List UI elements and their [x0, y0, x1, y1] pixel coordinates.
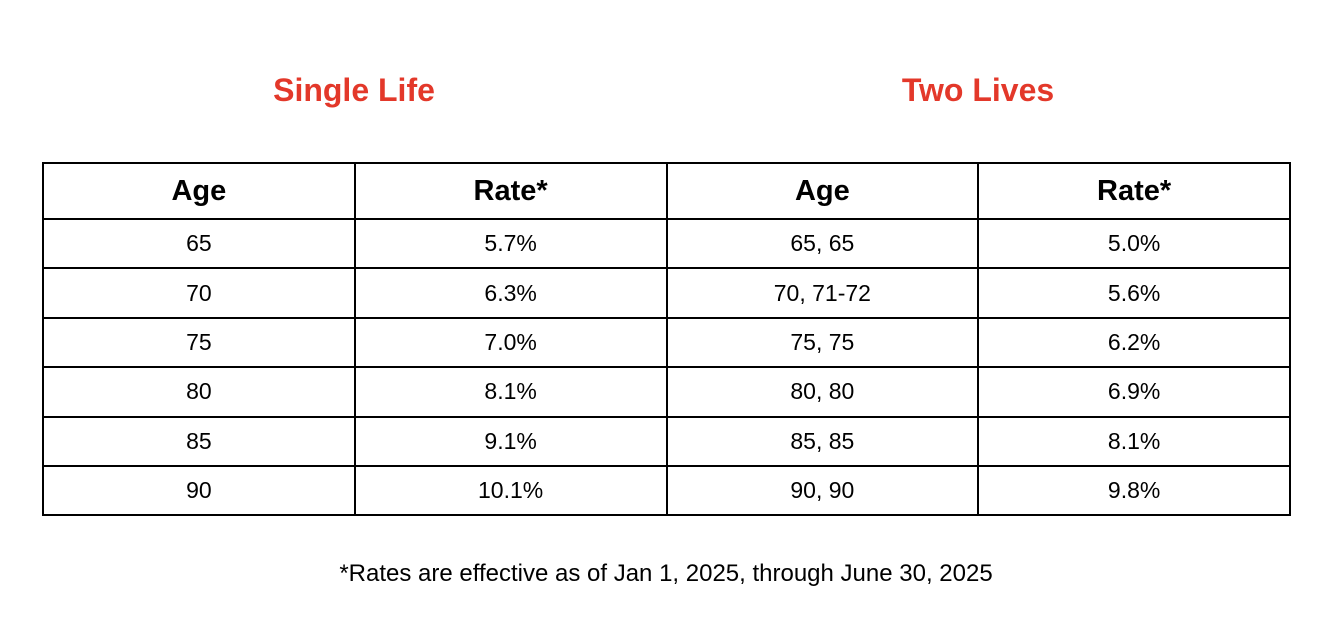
- table-row: 85 9.1% 85, 85 8.1%: [42, 415, 1291, 467]
- header-cell: Rate*: [353, 162, 668, 220]
- table-cell: 6.3%: [353, 267, 668, 319]
- table-cell: 65: [42, 217, 356, 270]
- table-cell: 9.8%: [977, 464, 1291, 517]
- table-cell: 9.1%: [353, 415, 668, 467]
- table-body: 65 5.7% 65, 65 5.0% 70 6.3% 70, 71-72 5.6% 75 7.0…: [42, 217, 1291, 517]
- table-cell: 85: [42, 415, 356, 467]
- table-row: 70 6.3% 70, 71-72 5.6%: [42, 267, 1291, 319]
- table-cell: 70, 71-72: [665, 267, 980, 319]
- table-cell: 80, 80: [665, 366, 980, 418]
- table-row: 65 5.7% 65, 65 5.0%: [42, 217, 1291, 270]
- footnote: *Rates are effective as of Jan 1, 2025, …: [339, 560, 993, 587]
- table-cell: 8.1%: [353, 366, 668, 418]
- header-row: Age Rate* Age Rate*: [42, 162, 1291, 220]
- table-cell: 75, 75: [665, 316, 980, 369]
- table-cell: 6.9%: [977, 366, 1291, 418]
- table-cell: 5.0%: [977, 217, 1291, 270]
- table-cell: 70: [42, 267, 356, 319]
- header-cell: Age: [665, 162, 980, 220]
- table-cell: 65, 65: [665, 217, 980, 270]
- table-cell: 75: [42, 316, 356, 369]
- table-cell: 7.0%: [353, 316, 668, 369]
- section-heading: Two Lives: [901, 72, 1055, 108]
- table-cell: 90: [42, 464, 356, 517]
- table-row: 75 7.0% 75, 75 6.2%: [42, 316, 1291, 369]
- table-cell: 80: [42, 366, 356, 418]
- table-cell: 6.2%: [977, 316, 1291, 369]
- rates-table: Age Rate* Age Rate* 65 5.7% 65, 65 5.0% 70 6.3% 7…: [42, 162, 1291, 517]
- table-cell: 8.1%: [977, 415, 1291, 467]
- header-cell: Age: [42, 162, 356, 220]
- table-cell: 85, 85: [665, 415, 980, 467]
- table-cell: 5.6%: [977, 267, 1291, 319]
- table-cell: 10.1%: [353, 464, 668, 517]
- table-cell: 90, 90: [665, 464, 980, 517]
- section-heading: Single Life: [273, 72, 435, 108]
- table-row: 90 10.1% 90, 90 9.8%: [42, 464, 1291, 517]
- table-row: 80 8.1% 80, 80 6.9%: [42, 366, 1291, 418]
- header-cell: Rate*: [977, 162, 1291, 220]
- table-cell: 5.7%: [353, 217, 668, 270]
